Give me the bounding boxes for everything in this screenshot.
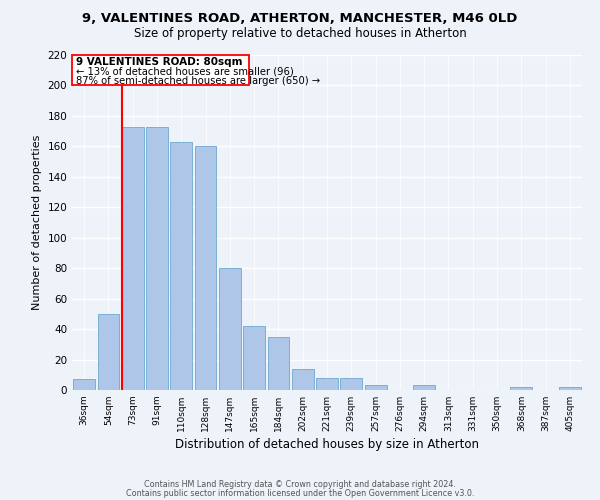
Bar: [340, 378, 362, 390]
Bar: [365, 386, 386, 390]
Text: 87% of semi-detached houses are larger (650) →: 87% of semi-detached houses are larger (…: [76, 76, 320, 86]
Bar: [559, 387, 581, 390]
Text: ← 13% of detached houses are smaller (96): ← 13% of detached houses are smaller (96…: [76, 66, 293, 76]
Bar: [122, 126, 143, 390]
Bar: [97, 314, 119, 390]
Text: 9, VALENTINES ROAD, ATHERTON, MANCHESTER, M46 0LD: 9, VALENTINES ROAD, ATHERTON, MANCHESTER…: [82, 12, 518, 26]
Bar: [511, 387, 532, 390]
Bar: [194, 146, 217, 390]
Bar: [73, 380, 95, 390]
Text: Contains HM Land Registry data © Crown copyright and database right 2024.: Contains HM Land Registry data © Crown c…: [144, 480, 456, 489]
Bar: [170, 142, 192, 390]
FancyBboxPatch shape: [72, 55, 249, 86]
Bar: [243, 326, 265, 390]
Text: 9 VALENTINES ROAD: 80sqm: 9 VALENTINES ROAD: 80sqm: [76, 58, 242, 68]
Bar: [146, 126, 168, 390]
Bar: [292, 368, 314, 390]
Y-axis label: Number of detached properties: Number of detached properties: [32, 135, 42, 310]
Bar: [316, 378, 338, 390]
X-axis label: Distribution of detached houses by size in Atherton: Distribution of detached houses by size …: [175, 438, 479, 451]
Bar: [268, 336, 289, 390]
Bar: [413, 386, 435, 390]
Text: Size of property relative to detached houses in Atherton: Size of property relative to detached ho…: [134, 28, 466, 40]
Text: Contains public sector information licensed under the Open Government Licence v3: Contains public sector information licen…: [126, 489, 474, 498]
Bar: [219, 268, 241, 390]
